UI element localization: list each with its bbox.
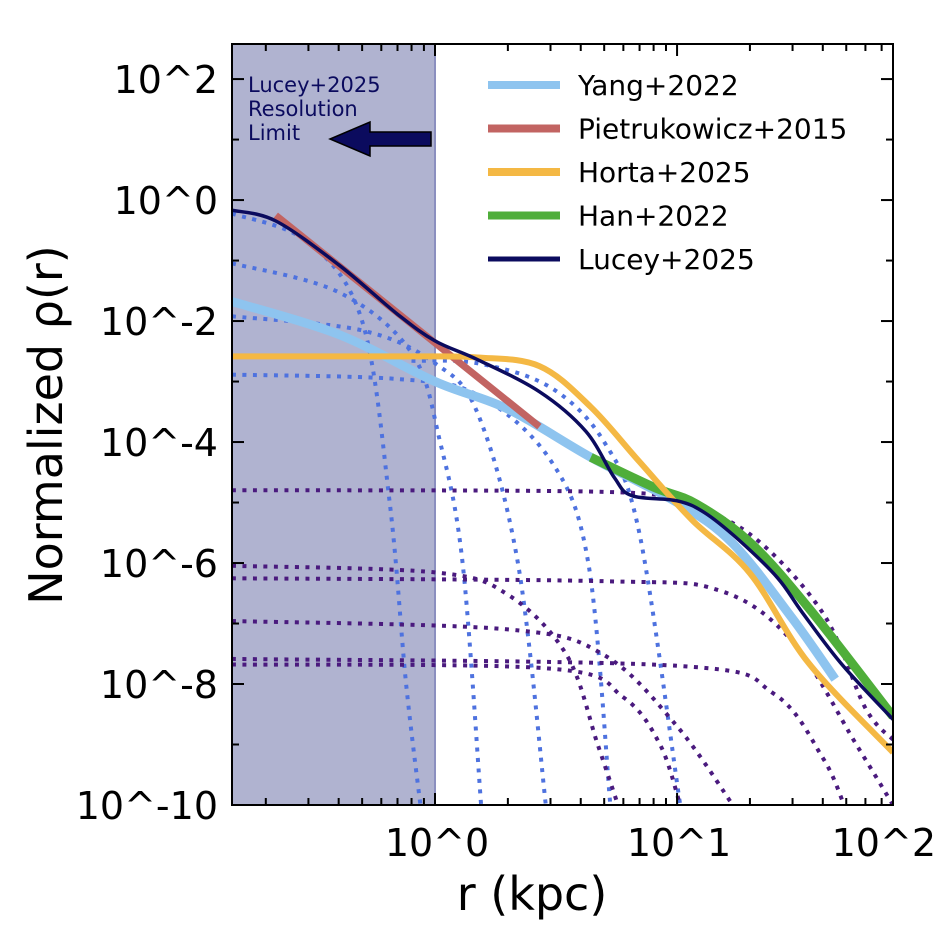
legend-label: Horta+2025 <box>578 156 751 189</box>
x-axis-label: r (kpc) <box>457 867 608 921</box>
y-axis-label: Normalized ρ(r) <box>19 245 73 605</box>
y-tick-label: 10^-4 <box>100 421 218 465</box>
component-outer-9 <box>232 656 846 805</box>
component-inner-1 <box>232 261 484 805</box>
series-yang-2022 <box>232 297 839 682</box>
series-lucey-2025 <box>232 208 893 721</box>
annotation-line: Limit <box>248 121 300 145</box>
component-outer-6 <box>232 563 620 805</box>
resolution-limit-region <box>232 44 435 805</box>
legend-label: Pietrukowicz+2015 <box>578 113 847 146</box>
series-han-2022 <box>588 453 893 720</box>
annotation-line: Lucey+2025 <box>248 73 381 97</box>
series-horta-2025 <box>232 353 893 755</box>
legend: Yang+2022 Pietrukowicz+2015 Horta+2025 Han+… <box>488 69 847 276</box>
x-tick-label: 10^0 <box>385 821 489 865</box>
component-inner-4 <box>411 358 683 805</box>
arrow-left-icon <box>328 120 432 158</box>
component-inner-3 <box>232 372 613 805</box>
annotation-line: Resolution <box>248 97 358 121</box>
y-tick-label: 10^-10 <box>76 784 218 828</box>
x-tick-label: 10^2 <box>832 821 936 865</box>
legend-label: Yang+2022 <box>577 69 739 102</box>
y-tick-label: 10^2 <box>114 58 218 102</box>
legend-label: Han+2022 <box>578 200 729 233</box>
legend-label: Lucey+2025 <box>578 243 755 276</box>
x-tick-label: 10^1 <box>627 821 731 865</box>
component-inner-0 <box>232 211 423 805</box>
y-tick-label: 10^-8 <box>100 663 218 707</box>
component-outer-7 <box>232 576 893 805</box>
plot-frame <box>231 43 894 806</box>
component-outer-8 <box>232 619 735 805</box>
y-tick-label: 10^-2 <box>100 300 218 344</box>
y-tick-label: 10^-6 <box>100 542 218 586</box>
y-tick-label: 10^0 <box>114 179 218 223</box>
component-inner-2 <box>232 314 548 805</box>
